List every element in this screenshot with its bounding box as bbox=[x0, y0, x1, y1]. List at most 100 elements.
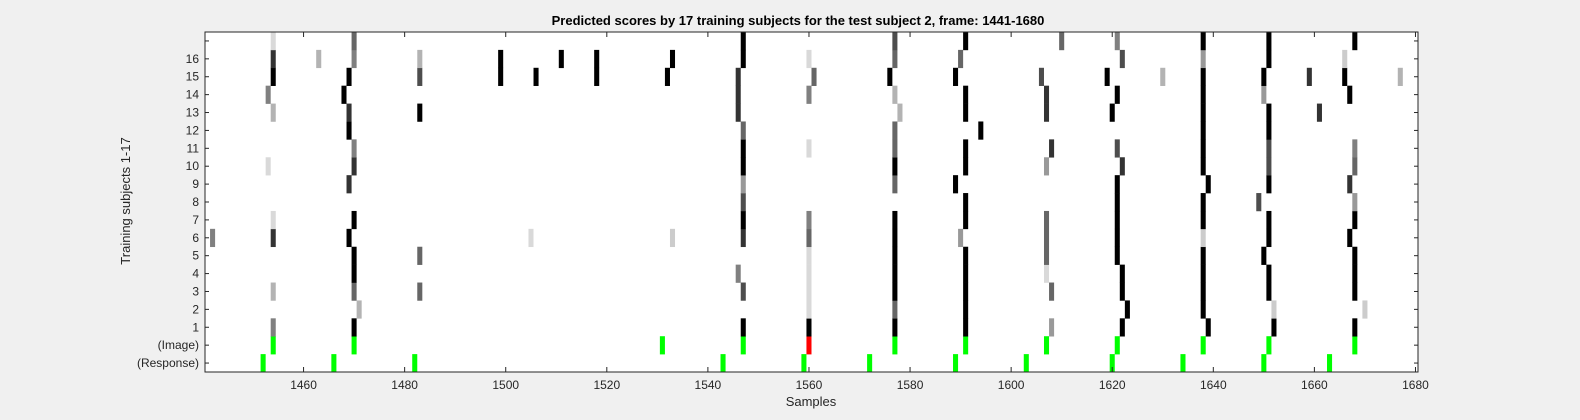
score-cell bbox=[351, 49, 357, 69]
score-cell bbox=[1352, 210, 1358, 230]
score-cell bbox=[897, 103, 903, 122]
score-cell bbox=[346, 228, 352, 248]
y-tick-label: 6 bbox=[192, 231, 199, 245]
score-cell bbox=[740, 175, 746, 194]
score-cell bbox=[1200, 246, 1206, 265]
score-cell bbox=[1049, 282, 1055, 301]
score-cell bbox=[351, 264, 357, 283]
score-cell bbox=[963, 318, 969, 337]
score-cell bbox=[740, 157, 746, 176]
score-cell bbox=[735, 85, 741, 104]
score-cell bbox=[1160, 67, 1166, 86]
score-cell bbox=[1205, 318, 1211, 337]
score-cell bbox=[1049, 139, 1055, 158]
score-cell bbox=[1266, 175, 1272, 194]
score-cell bbox=[963, 85, 969, 104]
score-cell bbox=[892, 49, 898, 69]
score-cell bbox=[1205, 175, 1211, 194]
score-cell bbox=[740, 121, 746, 140]
score-cell bbox=[1266, 228, 1272, 248]
x-tick-label: 1620 bbox=[1099, 378, 1126, 392]
score-cell bbox=[1109, 103, 1115, 122]
score-cell bbox=[963, 264, 969, 283]
score-cell bbox=[1049, 318, 1055, 337]
score-cell bbox=[892, 32, 898, 51]
score-cell bbox=[1200, 210, 1206, 230]
x-tick-label: 1580 bbox=[897, 378, 924, 392]
y-tick-label: 4 bbox=[192, 267, 199, 281]
score-cell bbox=[351, 210, 357, 230]
image-cell bbox=[1200, 336, 1206, 355]
score-cell bbox=[1119, 282, 1125, 301]
score-cell bbox=[963, 282, 969, 301]
score-cell bbox=[806, 282, 812, 301]
response-cell bbox=[720, 354, 726, 373]
score-cell bbox=[1114, 246, 1120, 265]
score-cell bbox=[1266, 282, 1272, 301]
image-cell bbox=[892, 336, 898, 355]
score-cell bbox=[1266, 49, 1272, 69]
score-cell bbox=[270, 318, 276, 337]
score-cell bbox=[892, 264, 898, 283]
score-cell bbox=[735, 67, 741, 86]
chart-title: Predicted scores by 17 training subjects… bbox=[552, 13, 1045, 28]
score-cell bbox=[963, 139, 969, 158]
score-cell bbox=[1266, 103, 1272, 122]
score-cell bbox=[953, 67, 959, 86]
y-tick-label: 9 bbox=[192, 177, 199, 191]
score-cell bbox=[351, 246, 357, 265]
score-cell bbox=[953, 175, 959, 194]
score-cell bbox=[669, 228, 676, 248]
response-cell bbox=[331, 354, 337, 373]
response-cell bbox=[412, 354, 418, 373]
score-cell bbox=[1114, 139, 1120, 158]
score-cell bbox=[1200, 300, 1206, 319]
response-cell bbox=[1109, 354, 1115, 373]
score-cell bbox=[892, 228, 898, 248]
score-cell bbox=[1043, 228, 1050, 248]
image-cell bbox=[1114, 336, 1120, 355]
score-cell bbox=[1043, 85, 1050, 104]
score-cell bbox=[1271, 318, 1277, 337]
response-cell bbox=[1327, 354, 1333, 373]
score-cell bbox=[1352, 193, 1358, 212]
score-cell bbox=[892, 175, 898, 194]
score-cell bbox=[1342, 67, 1348, 86]
score-cell bbox=[1119, 264, 1125, 283]
score-cell bbox=[1352, 318, 1358, 337]
x-tick-label: 1600 bbox=[998, 378, 1025, 392]
score-cell bbox=[1352, 282, 1358, 301]
score-cell bbox=[892, 157, 898, 176]
y-tick-label: (Response) bbox=[137, 356, 199, 370]
y-tick-label: 15 bbox=[186, 70, 200, 84]
score-cell bbox=[1200, 49, 1206, 69]
score-cell bbox=[1306, 67, 1312, 86]
score-cell bbox=[1114, 175, 1120, 194]
score-cell bbox=[806, 49, 812, 69]
score-cell bbox=[558, 49, 564, 69]
x-tick-label: 1540 bbox=[695, 378, 722, 392]
score-cell bbox=[664, 67, 670, 86]
image-cell bbox=[270, 336, 276, 355]
image-cell bbox=[740, 336, 746, 355]
score-cell bbox=[1043, 103, 1050, 122]
score-cell bbox=[963, 246, 969, 265]
score-cell bbox=[1200, 121, 1206, 140]
score-cell bbox=[958, 228, 964, 248]
score-cell bbox=[316, 49, 322, 69]
y-tick-label: 7 bbox=[192, 213, 199, 227]
score-cell bbox=[963, 32, 969, 51]
y-tick-label: 5 bbox=[192, 249, 199, 263]
score-cell bbox=[270, 67, 276, 86]
score-cell bbox=[1119, 318, 1125, 337]
score-cell bbox=[1200, 264, 1206, 283]
score-cell bbox=[978, 121, 984, 140]
score-cell bbox=[1316, 103, 1322, 122]
score-cell bbox=[740, 282, 746, 301]
score-cell bbox=[1119, 49, 1125, 69]
score-cell bbox=[806, 300, 812, 319]
score-cell bbox=[1200, 157, 1206, 176]
score-cell bbox=[892, 121, 898, 140]
score-cell bbox=[1119, 157, 1125, 176]
